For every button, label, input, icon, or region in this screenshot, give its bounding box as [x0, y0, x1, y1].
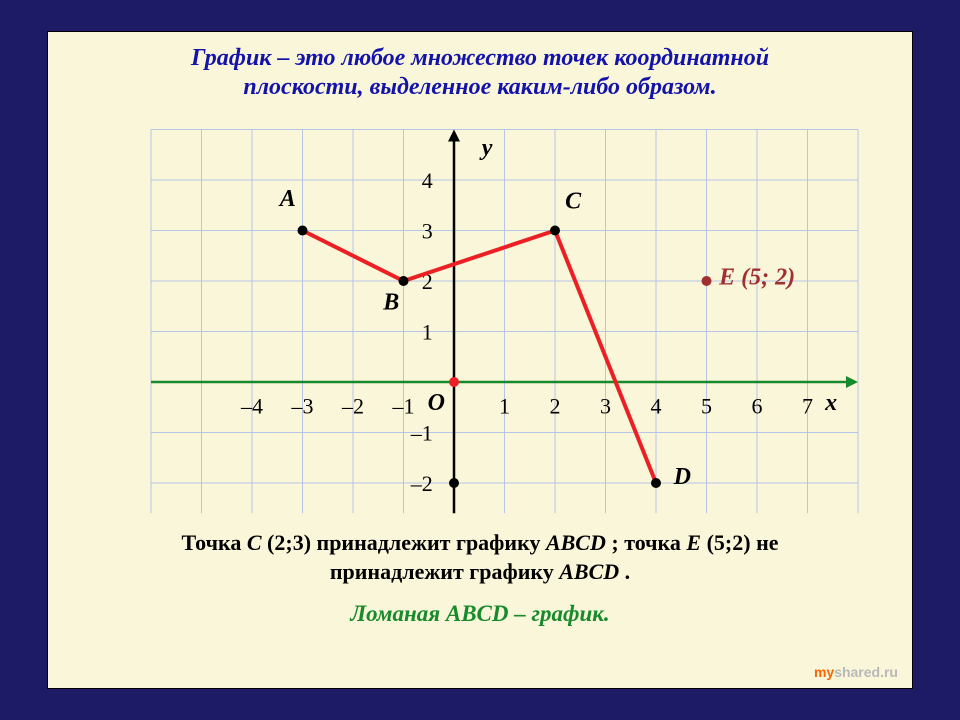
svg-text:D: D	[673, 464, 691, 490]
svg-text:–1: –1	[410, 420, 433, 445]
watermark-my: my	[814, 664, 834, 680]
svg-text:1: 1	[499, 393, 510, 418]
svg-text:4: 4	[651, 393, 662, 418]
caption-text: Ломаная ABCD – график.	[58, 601, 902, 627]
title-line-1: График – это любое множество точек коорд…	[58, 44, 902, 73]
svg-text:A: A	[278, 186, 296, 212]
coordinate-chart: –4–3–2–112345671234–1–2xyOABCDE (5; 2)	[100, 102, 860, 522]
svg-text:6: 6	[752, 393, 763, 418]
svg-text:–2: –2	[341, 393, 364, 418]
outer-background: График – это любое множество точек коорд…	[0, 0, 960, 720]
svg-text:C: C	[565, 188, 582, 214]
svg-text:y: y	[479, 135, 493, 161]
svg-text:O: O	[428, 389, 445, 415]
svg-text:5: 5	[701, 393, 712, 418]
svg-text:x: x	[824, 389, 837, 415]
title-line-2: плоскости, выделенное каким-либо образом…	[58, 73, 902, 102]
watermark-rest: shared.ru	[834, 664, 898, 680]
svg-text:2: 2	[550, 393, 561, 418]
content-panel: График – это любое множество точек коорд…	[47, 31, 913, 689]
chart-wrap: –4–3–2–112345671234–1–2xyOABCDE (5; 2)	[58, 102, 902, 522]
svg-text:1: 1	[422, 319, 433, 344]
bottom-text-block: Точка C (2;3) принадлежит графику ABCD ;…	[58, 528, 902, 587]
svg-text:4: 4	[422, 168, 433, 193]
title-block: График – это любое множество точек коорд…	[58, 44, 902, 102]
svg-text:–1: –1	[392, 393, 415, 418]
watermark: myshared.ru	[814, 664, 898, 680]
bottom-text-line-1: Точка C (2;3) принадлежит графику ABCD ;…	[58, 528, 902, 558]
svg-text:B: B	[382, 289, 399, 315]
svg-text:3: 3	[600, 393, 611, 418]
svg-text:E (5; 2): E (5; 2)	[718, 264, 795, 290]
bottom-text-line-2: принадлежит графику ABCD .	[58, 557, 902, 587]
svg-text:7: 7	[802, 393, 813, 418]
svg-text:–2: –2	[410, 471, 433, 496]
svg-text:–3: –3	[291, 393, 314, 418]
svg-text:3: 3	[422, 218, 433, 243]
svg-text:–4: –4	[240, 393, 263, 418]
